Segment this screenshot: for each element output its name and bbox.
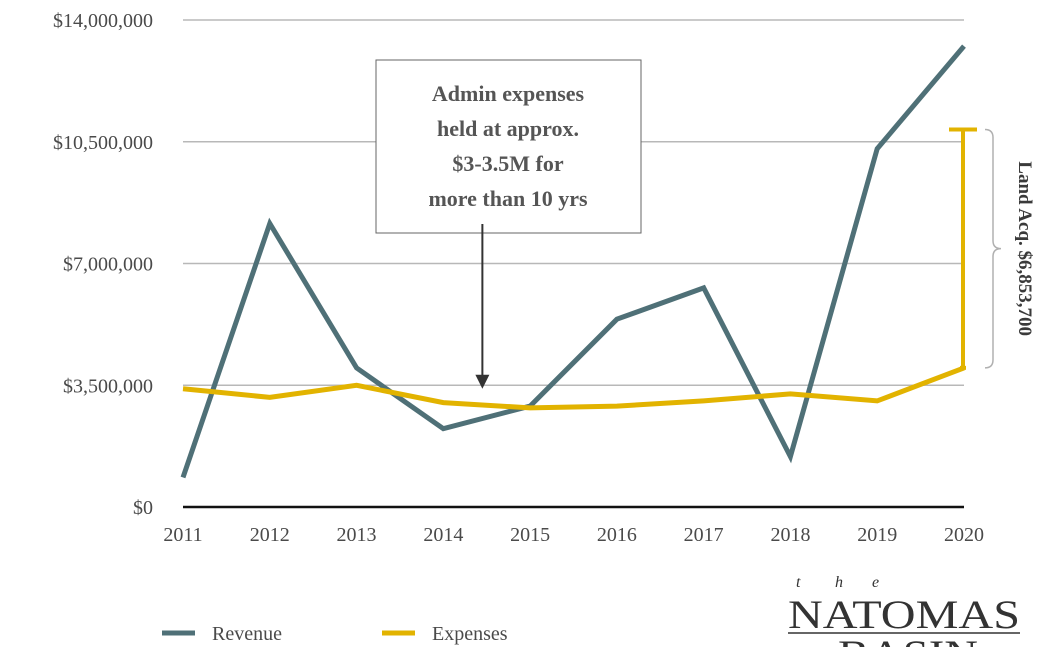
x-tick-label: 2011 <box>163 524 202 546</box>
logo-small-letter: h <box>835 574 843 591</box>
logo-small-letter: t <box>796 574 801 591</box>
y-tick-label: $7,000,000 <box>63 254 153 276</box>
x-tick-label: 2016 <box>597 524 637 546</box>
x-tick-label: 2014 <box>423 524 463 546</box>
series-line-revenue <box>180 44 966 479</box>
series-line-expenses <box>182 365 965 411</box>
x-axis-ticks: 2011 2012 2013 2014 2015 2016 2017 2018 2019 2020 <box>163 524 984 546</box>
x-tick-label: 2012 <box>250 524 290 546</box>
y-tick-label: $0 <box>133 497 153 519</box>
legend-label-revenue: Revenue <box>212 623 282 645</box>
logo-small-letter: e <box>872 574 879 591</box>
bracket-brace <box>984 128 1002 369</box>
legend: Revenue Expenses <box>162 623 508 645</box>
x-tick-label: 2020 <box>944 524 984 546</box>
callout-line: $3-3.5M for <box>452 151 563 176</box>
callout-arrowhead <box>475 374 490 389</box>
x-tick-label: 2019 <box>857 524 897 546</box>
logo-basin: BASIN <box>838 632 978 647</box>
callout-text: Admin expenses held at approx. $3-3.5M for… <box>428 81 588 211</box>
y-tick-label: $14,000,000 <box>53 10 153 32</box>
natomas-basin-logo: t h eNATOMASBASIN <box>788 574 1020 647</box>
y-tick-label: $3,500,000 <box>63 375 153 397</box>
series-lines <box>180 44 966 479</box>
x-tick-label: 2018 <box>770 524 810 546</box>
callout-line: held at approx. <box>437 116 579 141</box>
land-acquisition-bracket: Land Acq. $6,853,700 <box>949 127 1035 370</box>
y-axis-ticks: $0 $3,500,000 $7,000,000 $10,500,000 $14,000… <box>53 10 153 519</box>
callout-line: Admin expenses <box>432 81 585 106</box>
gridlines <box>183 19 964 509</box>
callout-box <box>375 59 642 234</box>
callout-line: more than 10 yrs <box>428 186 588 211</box>
x-tick-label: 2015 <box>510 524 550 546</box>
y-tick-label: $10,500,000 <box>53 132 153 154</box>
logo-natomas: NATOMAS <box>788 592 1020 637</box>
bracket-label: Land Acq. $6,853,700 <box>1014 161 1035 336</box>
x-tick-label: 2013 <box>337 524 377 546</box>
x-tick-label: 2017 <box>684 524 724 546</box>
admin-expenses-callout: Admin expenses held at approx. $3-3.5M for… <box>375 59 642 389</box>
legend-label-expenses: Expenses <box>432 623 508 645</box>
